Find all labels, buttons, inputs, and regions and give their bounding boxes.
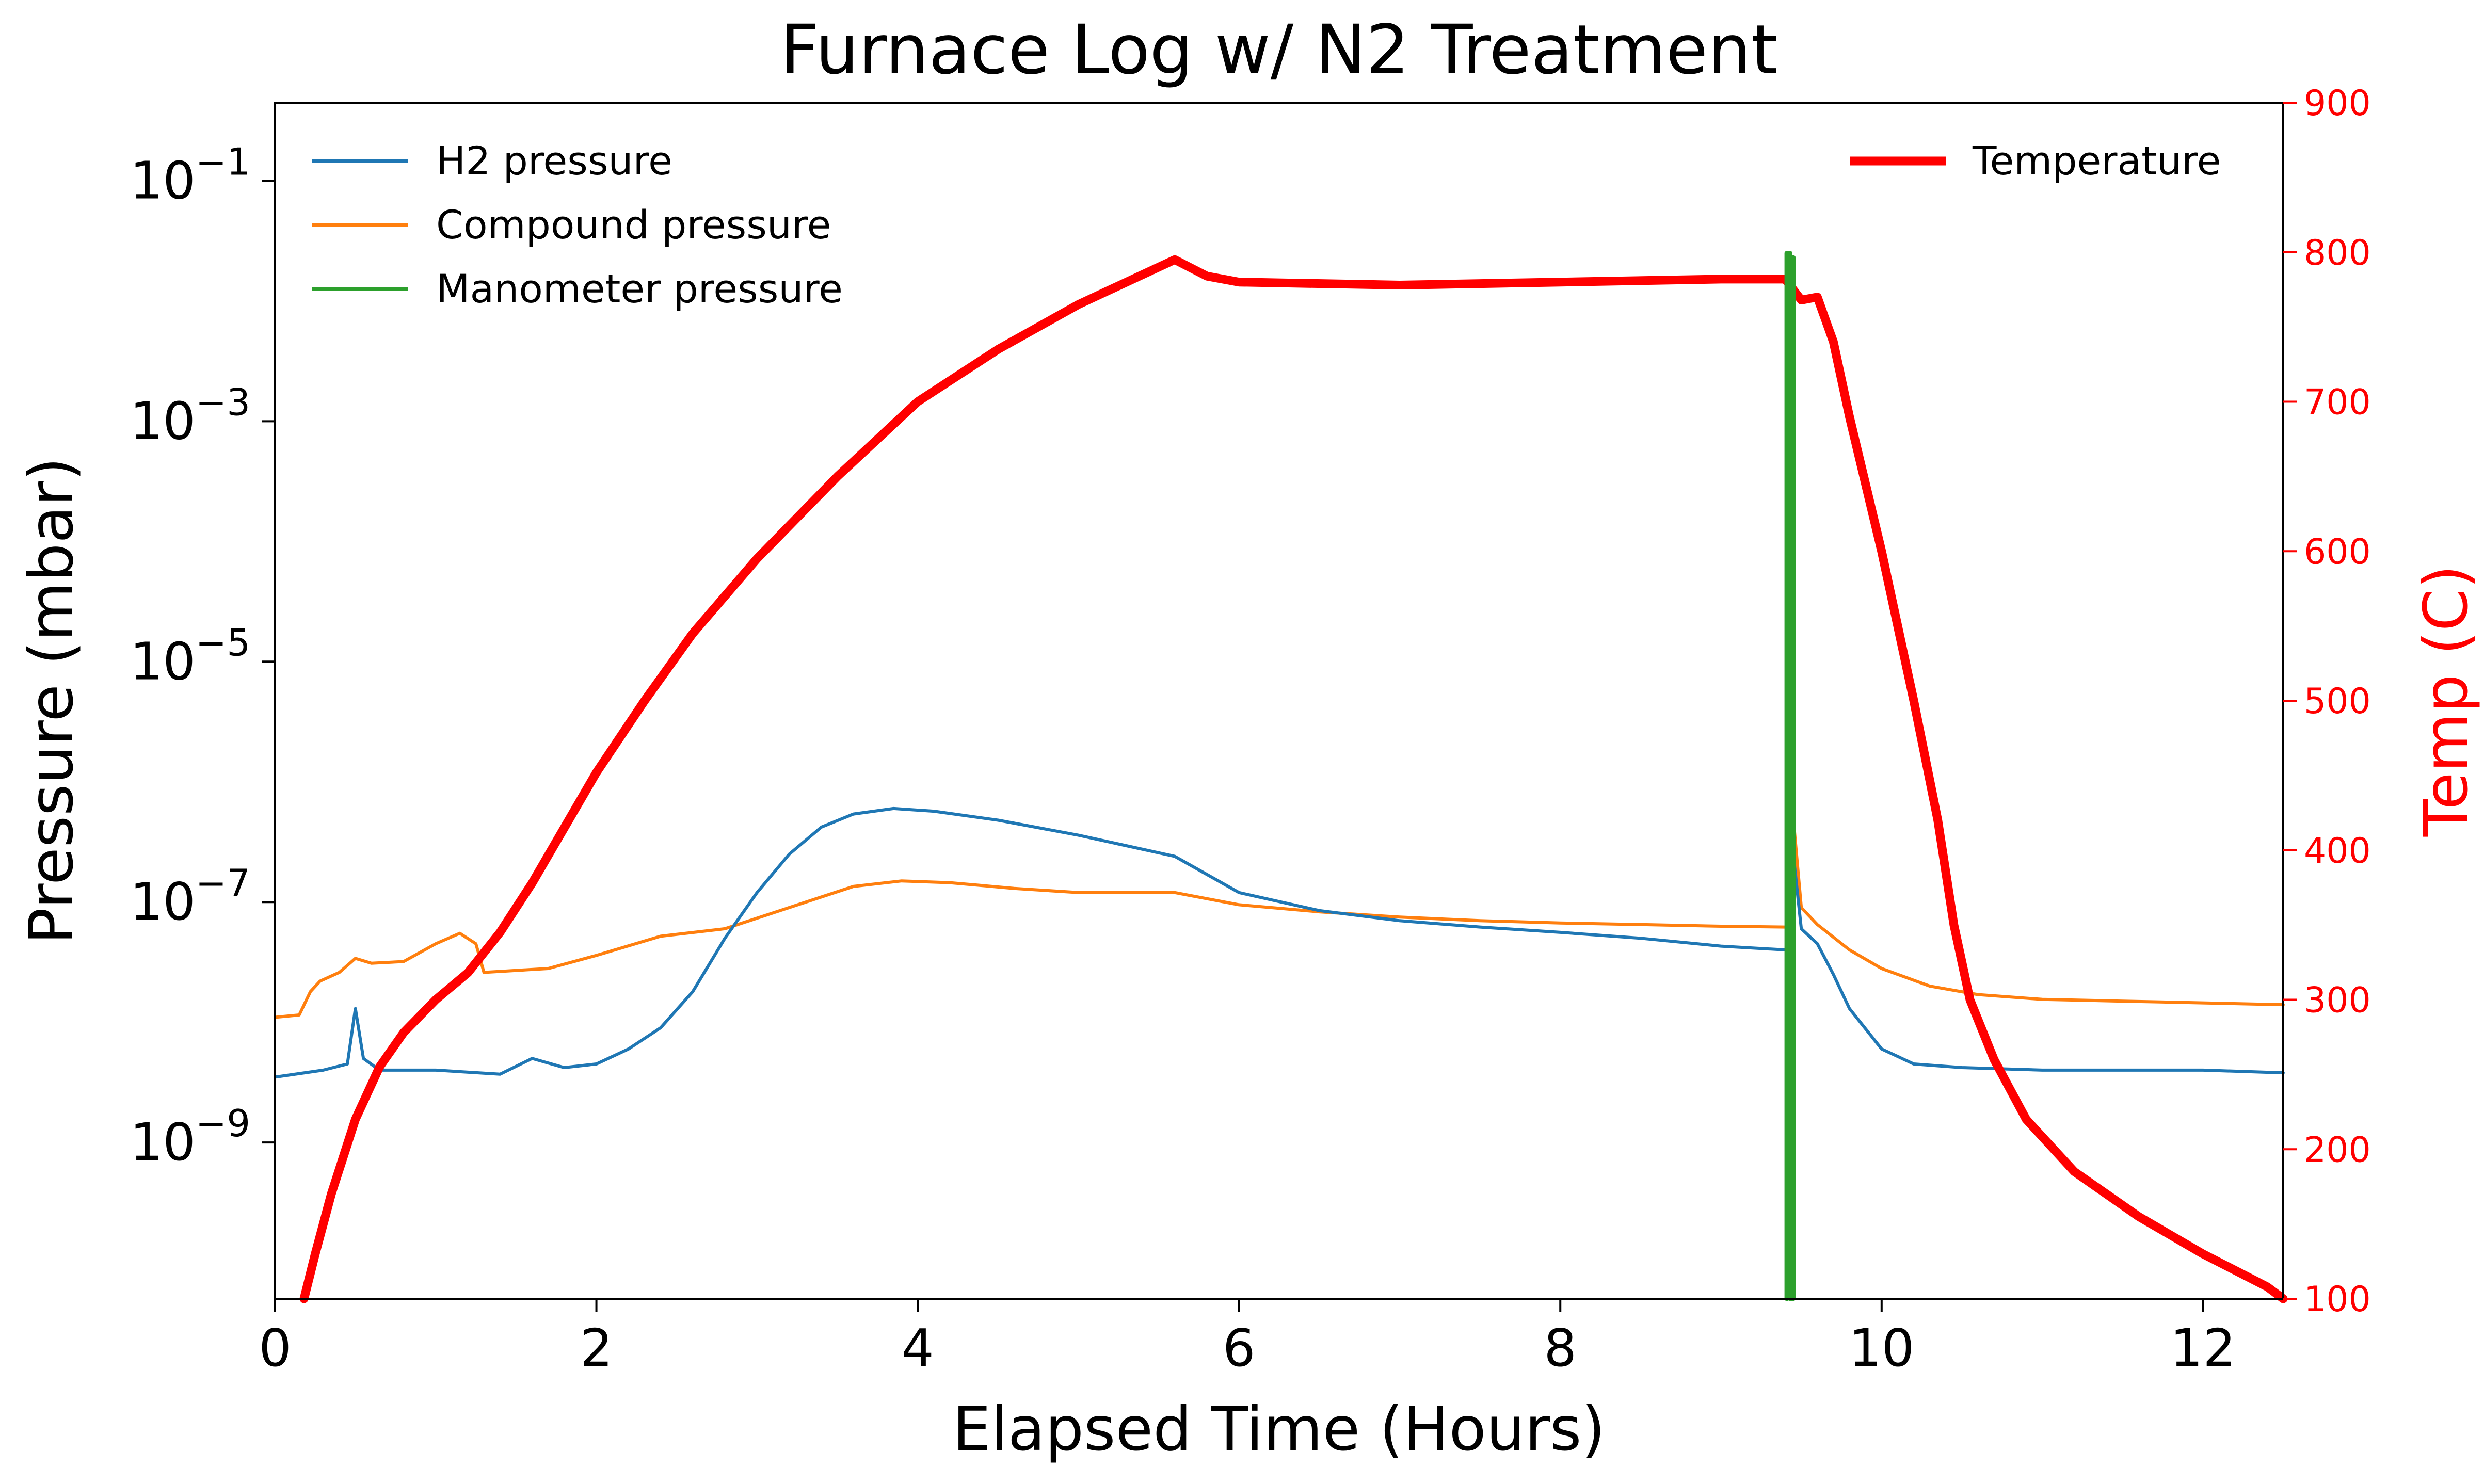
y-right-tick-label: 400 xyxy=(2304,831,2371,872)
y-left-tick-label: 10−7 xyxy=(130,861,250,932)
y-axis-right: 100 200 300 400 500 600 700 800 900 xyxy=(2282,83,2371,1320)
y-left-tick-label: 10−1 xyxy=(130,140,250,211)
series-line-compound-pressure xyxy=(274,816,2285,1019)
y-right-tick-label: 100 xyxy=(2304,1279,2371,1320)
y-left-tick-label: 10−5 xyxy=(130,621,250,691)
y-axis-label-left: Pressure (mbar) xyxy=(15,457,87,944)
legend-label: Compound pressure xyxy=(436,202,831,248)
x-tick-label: 12 xyxy=(2170,1318,2236,1378)
x-tick-label: 6 xyxy=(1223,1318,1256,1378)
y-axis-left: 10−1 10−3 10−5 10−7 10−9 xyxy=(130,140,275,1172)
y-right-tick-label: 700 xyxy=(2304,382,2371,423)
y-left-tick-label: 10−9 xyxy=(130,1102,250,1172)
y-right-tick-label: 300 xyxy=(2304,980,2371,1021)
x-tick-label: 0 xyxy=(259,1318,292,1378)
x-tick-label: 2 xyxy=(580,1318,613,1378)
series-line-h2-pressure xyxy=(274,806,2285,1079)
y-right-tick-label: 600 xyxy=(2304,531,2371,572)
x-tick-label: 4 xyxy=(901,1318,934,1378)
legend-label: H2 pressure xyxy=(436,138,672,184)
x-axis-label: Elapsed Time (Hours) xyxy=(952,1393,1605,1464)
y-right-tick-label: 200 xyxy=(2304,1130,2371,1170)
y-right-tick-label: 900 xyxy=(2304,83,2371,124)
y-right-tick-label: 500 xyxy=(2304,681,2371,722)
x-axis: 0 2 4 6 8 10 12 xyxy=(259,1299,2236,1378)
x-tick-label: 8 xyxy=(1544,1318,1577,1378)
legend-label: Temperature xyxy=(1972,138,2221,184)
x-tick-label: 10 xyxy=(1849,1318,1914,1378)
y-right-tick-label: 800 xyxy=(2304,233,2371,273)
series-line-manometer-pressure xyxy=(1784,251,1796,1301)
y-left-tick-label: 10−3 xyxy=(130,380,250,451)
legend-label: Manometer pressure xyxy=(436,266,843,312)
legend-right: Temperature xyxy=(1850,138,2221,184)
legend-left: H2 pressure Compound pressure Manometer pr… xyxy=(312,138,843,312)
y-axis-label-right: Temp (C) xyxy=(2410,565,2481,837)
chart-title: Furnace Log w/ N2 Treatment xyxy=(780,10,1777,90)
plot-area xyxy=(274,251,2288,1303)
series-line-temperature xyxy=(299,255,2288,1303)
